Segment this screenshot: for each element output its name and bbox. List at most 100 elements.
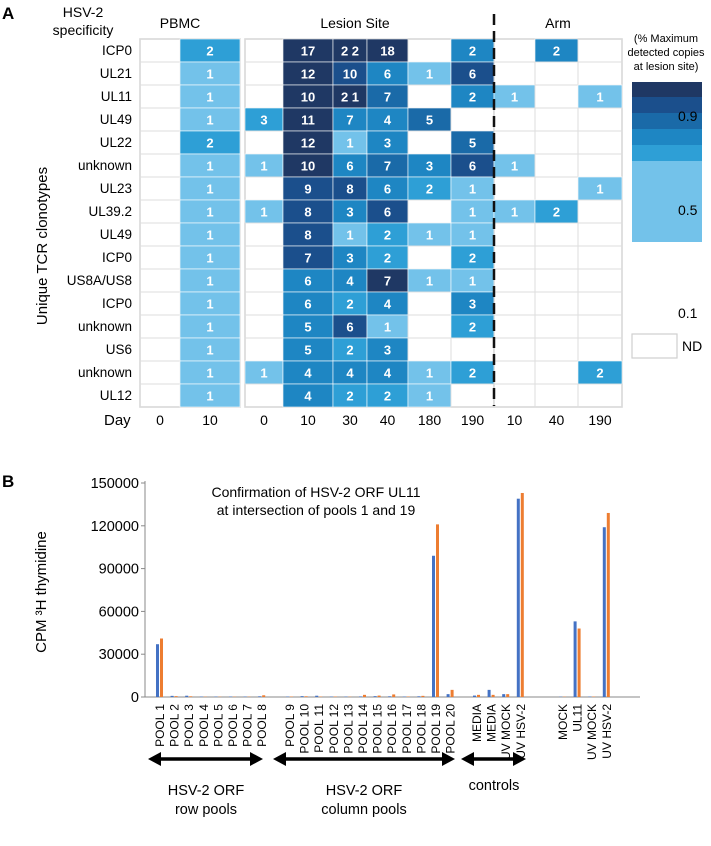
heatmap-cell-label: 3 bbox=[384, 136, 391, 151]
bar bbox=[450, 689, 454, 697]
bar bbox=[359, 696, 362, 697]
specificity-header-line-2: specificity bbox=[53, 22, 114, 38]
x-category-label: UL11 bbox=[571, 704, 585, 732]
arrowhead-right bbox=[442, 752, 455, 766]
x-category-label: POOL 15 bbox=[371, 704, 385, 754]
day-axis-label: Day bbox=[104, 412, 131, 429]
day-tick-label: 40 bbox=[549, 412, 565, 428]
heatmap-cell-label: 1 bbox=[426, 366, 433, 381]
heatmap-cell-label: 1 bbox=[469, 182, 476, 197]
bar bbox=[520, 492, 524, 697]
chart-title-line-1: Confirmation of HSV-2 ORF UL11 bbox=[211, 484, 420, 500]
heatmap-cell-label: 2 2 bbox=[341, 44, 359, 59]
group-header: Lesion Site bbox=[320, 15, 389, 31]
heatmap-cell-label: 7 bbox=[384, 159, 391, 174]
x-category-label: POOL 6 bbox=[226, 704, 240, 747]
group-label-line: column pools bbox=[321, 802, 406, 818]
x-category-label: MEDIA bbox=[485, 704, 499, 742]
x-category-label: POOL 9 bbox=[283, 704, 297, 747]
x-category-label: POOL 16 bbox=[385, 704, 399, 754]
heatmap-cell-label: 8 bbox=[304, 228, 311, 243]
heatmap-cell-label: 1 bbox=[206, 182, 213, 197]
group-header: PBMC bbox=[160, 15, 200, 31]
heatmap-cell-label: 1 bbox=[206, 90, 213, 105]
x-category-label: POOL 11 bbox=[312, 704, 326, 753]
bar bbox=[491, 694, 495, 697]
heatmap-cell-label: 6 bbox=[304, 297, 311, 312]
legend-tick-label: 0.1 bbox=[678, 305, 698, 321]
heatmap-cell-label: 2 bbox=[346, 297, 353, 312]
bar bbox=[577, 628, 581, 697]
bar bbox=[377, 695, 381, 697]
row-label: UL12 bbox=[100, 388, 132, 403]
heatmap-cell-label: 2 bbox=[469, 320, 476, 335]
bar bbox=[432, 555, 435, 697]
heatmap-cell-label: 18 bbox=[380, 44, 394, 59]
x-category-label: POOL 20 bbox=[444, 704, 458, 754]
heatmap-cell-label: 1 bbox=[469, 228, 476, 243]
heatmap-cell-label: 3 bbox=[426, 159, 433, 174]
day-tick-label: 30 bbox=[342, 412, 358, 428]
bar bbox=[392, 694, 396, 697]
heatmap-cell-label: 1 bbox=[596, 90, 603, 105]
heatmap-cell-label: 1 bbox=[206, 274, 213, 289]
x-category-label: MEDIA bbox=[470, 704, 484, 742]
day-tick-label: 180 bbox=[418, 412, 442, 428]
day-tick-label: 40 bbox=[380, 412, 396, 428]
heatmap-cell-label: 12 bbox=[301, 67, 315, 82]
x-category-label: POOL 3 bbox=[182, 704, 196, 747]
row-label: UL22 bbox=[100, 135, 132, 150]
bar bbox=[421, 695, 425, 697]
bar bbox=[446, 694, 450, 697]
heatmap-cell-label: 1 bbox=[346, 136, 353, 151]
arrowhead-left bbox=[461, 752, 474, 766]
row-label: UL39.2 bbox=[88, 204, 132, 219]
x-category-label: UV MOCK bbox=[499, 704, 513, 760]
row-label: US8A/US8 bbox=[67, 273, 132, 288]
heatmap-y-axis-label: Unique TCR clonotypes bbox=[34, 167, 51, 325]
x-category-label: POOL 19 bbox=[429, 704, 443, 754]
bar bbox=[373, 696, 377, 697]
x-category-label: POOL 7 bbox=[241, 704, 255, 747]
heatmap-cell-label: 12 bbox=[301, 136, 315, 151]
heatmap-cell-label: 1 bbox=[596, 182, 603, 197]
row-label: unknown bbox=[78, 319, 132, 334]
heatmap-cell-label: 1 bbox=[206, 113, 213, 128]
heatmap-cell-label: 3 bbox=[384, 343, 391, 358]
heatmap-cell-label: 6 bbox=[469, 159, 476, 174]
row-label: UL23 bbox=[100, 181, 132, 196]
x-category-label: POOL 10 bbox=[298, 704, 312, 754]
bar bbox=[189, 696, 193, 697]
bar bbox=[300, 696, 304, 697]
bar bbox=[602, 527, 606, 697]
heatmap-cell-label: 2 bbox=[596, 366, 603, 381]
bar bbox=[573, 621, 577, 697]
row-label: US6 bbox=[106, 342, 132, 357]
arrowhead-left bbox=[273, 752, 286, 766]
x-category-label: UV HSV-2 bbox=[600, 704, 614, 759]
bar bbox=[156, 644, 159, 697]
heatmap-cell-label: 2 bbox=[469, 366, 476, 381]
heatmap-cell-label: 4 bbox=[384, 297, 392, 312]
x-category-label: POOL 12 bbox=[327, 704, 341, 754]
heatmap-cell-label: 6 bbox=[346, 320, 353, 335]
bar bbox=[516, 498, 520, 697]
heatmap-cell-label: 2 bbox=[206, 136, 213, 151]
legend-title-line: (% Maximum bbox=[634, 33, 698, 45]
day-tick-label: 190 bbox=[588, 412, 612, 428]
legend-color-swatch bbox=[632, 97, 702, 113]
heatmap-cell-label: 1 bbox=[384, 320, 391, 335]
x-category-label: POOL 4 bbox=[197, 704, 211, 747]
chart-title-line-2: at intersection of pools 1 and 19 bbox=[217, 502, 416, 518]
heatmap-cell-label: 4 bbox=[304, 389, 312, 404]
row-label: unknown bbox=[78, 365, 132, 380]
x-category-label: POOL 14 bbox=[356, 704, 370, 754]
legend-tick-label: 0.9 bbox=[678, 108, 698, 124]
heatmap-cell-label: 2 bbox=[384, 389, 391, 404]
heatmap-cell-label: 1 bbox=[206, 389, 213, 404]
panel-b-bar-chart: B Confirmation of HSV-2 ORF UL11 at inte… bbox=[2, 472, 640, 818]
heatmap-cell-label: 1 bbox=[426, 274, 433, 289]
heatmap-cell-label: 1 bbox=[206, 343, 213, 358]
x-category-label: POOL 5 bbox=[211, 704, 225, 747]
arrowhead-right bbox=[513, 752, 526, 766]
